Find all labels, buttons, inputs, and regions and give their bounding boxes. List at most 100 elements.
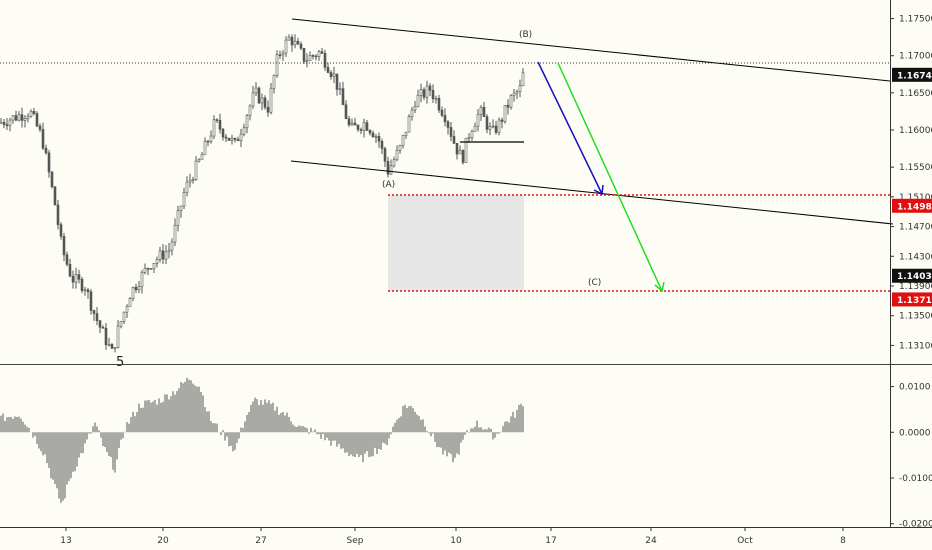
- candle-body: [146, 267, 150, 270]
- candle-body: [422, 89, 426, 98]
- candle-body: [431, 89, 435, 100]
- candle-body: [191, 179, 195, 181]
- candle-body: [485, 116, 489, 130]
- candle-body: [242, 127, 246, 135]
- price-axis: 1.17500 1.17000 1.16500 1.16000 1.15500 1.151…: [890, 15, 932, 351]
- candle-body: [368, 130, 372, 134]
- candle-body: [464, 137, 468, 163]
- candle-body: [8, 119, 12, 126]
- price-tick-label: 1.17500: [899, 15, 932, 25]
- candle-body: [281, 52, 285, 56]
- candle-body: [320, 51, 324, 54]
- candle-body: [494, 125, 498, 133]
- candle-body: [23, 118, 27, 121]
- candle-body: [473, 125, 477, 132]
- price-tag-level-a-bg: [892, 198, 932, 213]
- candle-body: [44, 147, 48, 154]
- candle-body: [65, 254, 69, 265]
- candle-body: [383, 148, 387, 162]
- candle-body: [116, 325, 120, 348]
- candle-body: [401, 135, 405, 146]
- candle-body: [14, 115, 18, 121]
- wave-label-five: 5: [116, 355, 124, 370]
- candle-body: [314, 55, 318, 58]
- price-tag-level-c-bg: [892, 292, 932, 307]
- candle-body: [38, 125, 42, 130]
- time-tick-label: 13: [60, 536, 71, 546]
- candle-body: [515, 91, 519, 94]
- candle-body: [347, 118, 351, 126]
- osc-tick-label: -0.0200: [899, 520, 932, 530]
- candle-body: [311, 55, 315, 57]
- candle-body: [239, 133, 243, 142]
- candle-body: [233, 137, 237, 140]
- channel-upper-line: [291, 18, 891, 82]
- time-tick-label: 20: [157, 536, 169, 546]
- candle-body: [227, 137, 231, 141]
- osc-tick-label: 0.0000: [899, 428, 931, 438]
- candle-body: [113, 347, 117, 349]
- candle-body: [92, 310, 96, 314]
- candle-body: [482, 106, 486, 117]
- candle-body: [128, 297, 132, 307]
- candle-body: [497, 119, 501, 133]
- candle-body: [83, 289, 87, 292]
- price-tag-current: 1.16743: [897, 71, 932, 81]
- price-tick-label: 1.14700: [899, 223, 932, 233]
- candle-body: [446, 121, 450, 128]
- candle-body: [68, 264, 72, 277]
- candle-body: [86, 289, 90, 293]
- candle-body: [5, 124, 9, 126]
- candle-body: [437, 98, 441, 111]
- candle-body: [338, 88, 342, 91]
- candle-body: [161, 250, 165, 260]
- candle-body: [452, 136, 456, 144]
- candle-body: [29, 110, 33, 117]
- candle-body: [374, 136, 378, 138]
- candle-body: [134, 287, 138, 291]
- price-tick-label: 1.16500: [899, 89, 932, 99]
- candle-body: [140, 272, 144, 287]
- candle-body: [119, 321, 123, 327]
- candle-body: [479, 106, 483, 115]
- candle-body: [20, 114, 24, 121]
- candle-body: [395, 150, 399, 161]
- candle-body: [413, 106, 417, 111]
- candle-body: [32, 110, 36, 114]
- candle-body: [416, 95, 420, 108]
- candle-body: [251, 92, 255, 107]
- candle-body: [257, 87, 261, 104]
- price-tick-label: 1.14300: [899, 252, 932, 262]
- candle-body: [125, 306, 129, 313]
- osc-tick-label: -0.0100: [899, 474, 932, 484]
- channel-lower-line: [290, 160, 894, 225]
- candle-body: [275, 54, 279, 76]
- candle-body: [98, 320, 102, 328]
- price-tick-label: 1.15100: [899, 193, 932, 203]
- candle-body: [269, 87, 273, 113]
- candle-body: [458, 150, 462, 155]
- price-tag-level-a: 1.14980: [897, 202, 932, 212]
- candle-body: [47, 152, 51, 173]
- candle-body: [185, 181, 189, 193]
- time-tick-label: 24: [645, 536, 657, 546]
- candle-body: [419, 89, 423, 96]
- candle-body: [254, 87, 258, 94]
- candle-body: [200, 154, 204, 160]
- candle-body: [221, 128, 225, 138]
- candle-body: [290, 36, 294, 46]
- candle-body: [41, 129, 45, 149]
- price-tags: 1.16743 1.14980 1.14038 1.13719: [892, 67, 932, 307]
- candle-body: [302, 47, 306, 62]
- green-projection-arrow: [557, 62, 663, 292]
- candle-body: [77, 274, 81, 280]
- candle-body: [425, 85, 429, 98]
- candle-body: [293, 40, 297, 46]
- candle-body: [407, 116, 411, 133]
- candle-body: [179, 205, 183, 211]
- candle-body: [380, 141, 384, 149]
- candle-body: [353, 122, 357, 126]
- candle-body: [71, 275, 75, 283]
